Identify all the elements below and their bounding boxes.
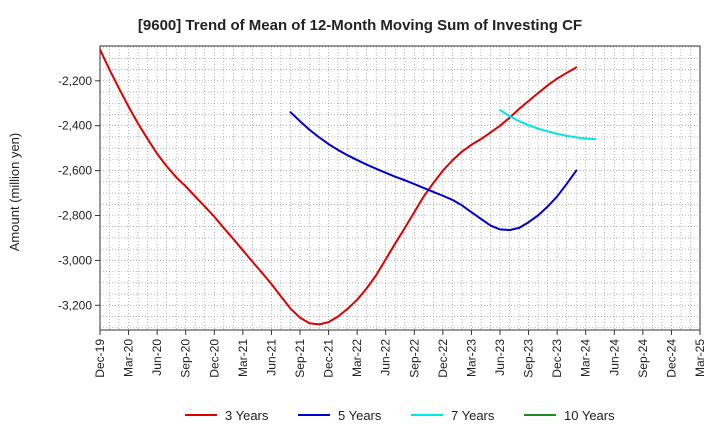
x-tick-label: Jun-20: [150, 339, 164, 376]
plot-area: -2,200 -2,400 -2,600 -2,800 -3,000 -3,200 Dec-…: [58, 45, 707, 378]
x-tick-label: Dec-19: [93, 339, 107, 378]
y-tick-label: -2,200: [58, 74, 92, 88]
x-tick-label: Mar-21: [236, 339, 250, 377]
x-tick-label: Sep-24: [636, 339, 650, 378]
series-line-5-years: [289, 111, 578, 232]
legend-label-7-years: 7 Years: [451, 408, 495, 423]
legend-label-10-years: 10 Years: [564, 408, 615, 423]
plot-background: [100, 46, 700, 330]
legend: 3 Years 5 Years 7 Years 10 Years: [185, 408, 615, 423]
y-axis: -2,200 -2,400 -2,600 -2,800 -3,000 -3,200: [58, 74, 100, 312]
x-tick-label: Dec-23: [550, 339, 564, 378]
x-tick-label: Mar-25: [693, 339, 707, 377]
plot-frame: [99, 45, 701, 331]
x-tick-label: Dec-24: [664, 339, 678, 378]
x-tick-label: Sep-21: [293, 339, 307, 378]
y-tick-label: -2,800: [58, 209, 92, 223]
x-tick-label: Dec-21: [322, 339, 336, 378]
x-tick-label: Mar-22: [350, 339, 364, 377]
series-line-7-years: [499, 108, 597, 141]
x-tick-label: Mar-24: [579, 339, 593, 377]
y-axis-label: Amount (million yen): [7, 133, 22, 252]
x-tick-label: Mar-23: [464, 339, 478, 377]
y-tick-label: -2,400: [58, 119, 92, 133]
y-tick-label: -3,000: [58, 253, 92, 267]
x-tick-label: Jun-23: [493, 339, 507, 376]
series-group: [100, 48, 597, 326]
legend-label-3-years: 3 Years: [225, 408, 269, 423]
x-tick-label: Dec-22: [436, 339, 450, 378]
legend-label-5-years: 5 Years: [338, 408, 382, 423]
x-tick-label: Sep-22: [407, 339, 421, 378]
x-tick-label: Jun-21: [264, 339, 278, 376]
x-tick-label: Mar-20: [122, 339, 136, 377]
x-tick-label: Dec-20: [207, 339, 221, 378]
x-axis: Dec-19 Mar-20 Jun-20 Sep-20 Dec-20 Mar-21 Jun-…: [93, 330, 707, 378]
x-tick-label: Jun-24: [607, 339, 621, 376]
chart-title: [9600] Trend of Mean of 12-Month Moving …: [138, 17, 582, 34]
series-line-3-years: [100, 48, 578, 326]
x-tick-label: Sep-20: [179, 339, 193, 378]
y-tick-label: -2,600: [58, 164, 92, 178]
grid-horizontal: [100, 46, 700, 329]
x-tick-label: Sep-23: [522, 339, 536, 378]
x-tick-label: Jun-22: [379, 339, 393, 376]
y-tick-label: -3,200: [58, 298, 92, 312]
